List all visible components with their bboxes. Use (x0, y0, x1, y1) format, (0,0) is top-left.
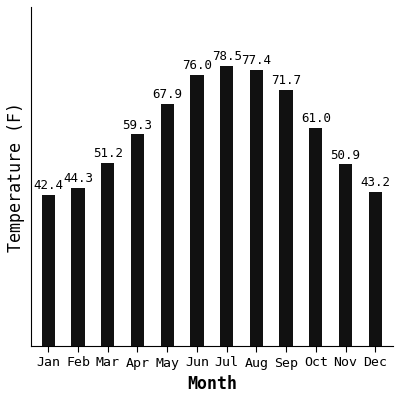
Bar (339, 164, 352, 346)
Text: 59.3: 59.3 (122, 118, 152, 132)
Text: 67.9: 67.9 (152, 88, 182, 101)
Text: 76.0: 76.0 (182, 59, 212, 72)
Text: 42.4: 42.4 (33, 179, 63, 192)
Bar (42, 195, 55, 346)
Bar (368, 192, 382, 346)
Bar (71, 188, 85, 346)
Bar (279, 90, 293, 346)
Text: 43.2: 43.2 (360, 176, 390, 189)
Bar (190, 75, 204, 346)
Text: 77.4: 77.4 (241, 54, 271, 67)
Bar (131, 134, 144, 346)
Text: 50.9: 50.9 (330, 148, 360, 162)
Text: 51.2: 51.2 (93, 148, 123, 160)
Text: 44.3: 44.3 (63, 172, 93, 185)
Bar (101, 163, 114, 346)
Bar (160, 104, 174, 346)
Text: 78.5: 78.5 (212, 50, 242, 63)
Bar (250, 70, 263, 346)
Bar (309, 128, 322, 346)
Y-axis label: Temperature (F): Temperature (F) (7, 102, 25, 252)
Text: 61.0: 61.0 (301, 112, 331, 126)
X-axis label: Month: Month (187, 375, 237, 393)
Bar (220, 66, 233, 346)
Text: 71.7: 71.7 (271, 74, 301, 87)
